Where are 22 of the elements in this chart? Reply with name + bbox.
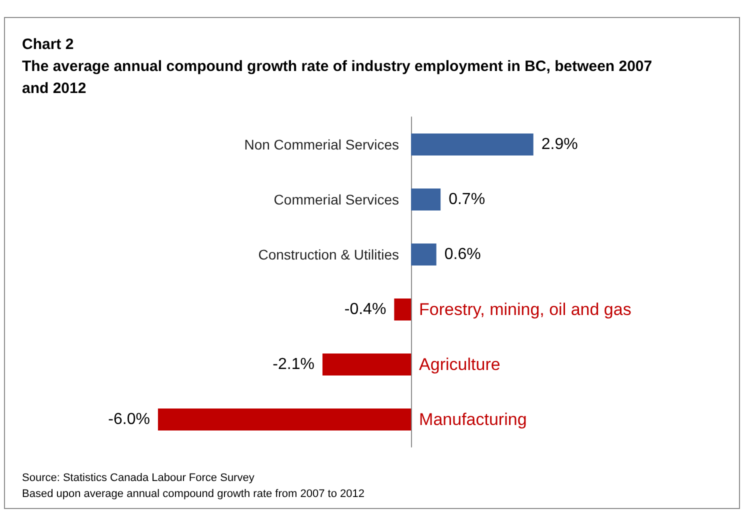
y-tick-label: Non Commerial Services [244, 136, 400, 152]
y-tick-label: Agriculture [419, 355, 500, 374]
text: Based upon average annual compound growth rate from 2007 to 2012 [22, 487, 364, 502]
bar [411, 188, 441, 210]
y-tick-label: Manufacturing [419, 410, 527, 429]
data-label: -2.1% [272, 356, 314, 373]
bar [394, 298, 412, 320]
bar [322, 354, 412, 376]
bar [411, 134, 534, 156]
data-label: -6.0% [108, 411, 150, 428]
bar [158, 408, 412, 430]
data-label: 0.6% [444, 246, 481, 263]
bar [411, 244, 436, 266]
data-label: 0.7% [448, 191, 486, 208]
chart-title: Chart 2 [22, 35, 75, 55]
source-note: Source: Statistics Canada Labour Force Survey [22, 471, 256, 486]
y-tick-label: Construction & Utilities [258, 246, 400, 262]
y-tick-label: Commerial Services [274, 192, 400, 208]
data-label: -0.4% [344, 301, 386, 318]
data-label: 2.9% [541, 136, 578, 153]
y-tick-label: Forestry, mining, oil and gas [419, 300, 632, 319]
chart-subtitle: The average annual compound growth rate of industry employment in BC, between 2007 and 2012 [22, 57, 654, 99]
